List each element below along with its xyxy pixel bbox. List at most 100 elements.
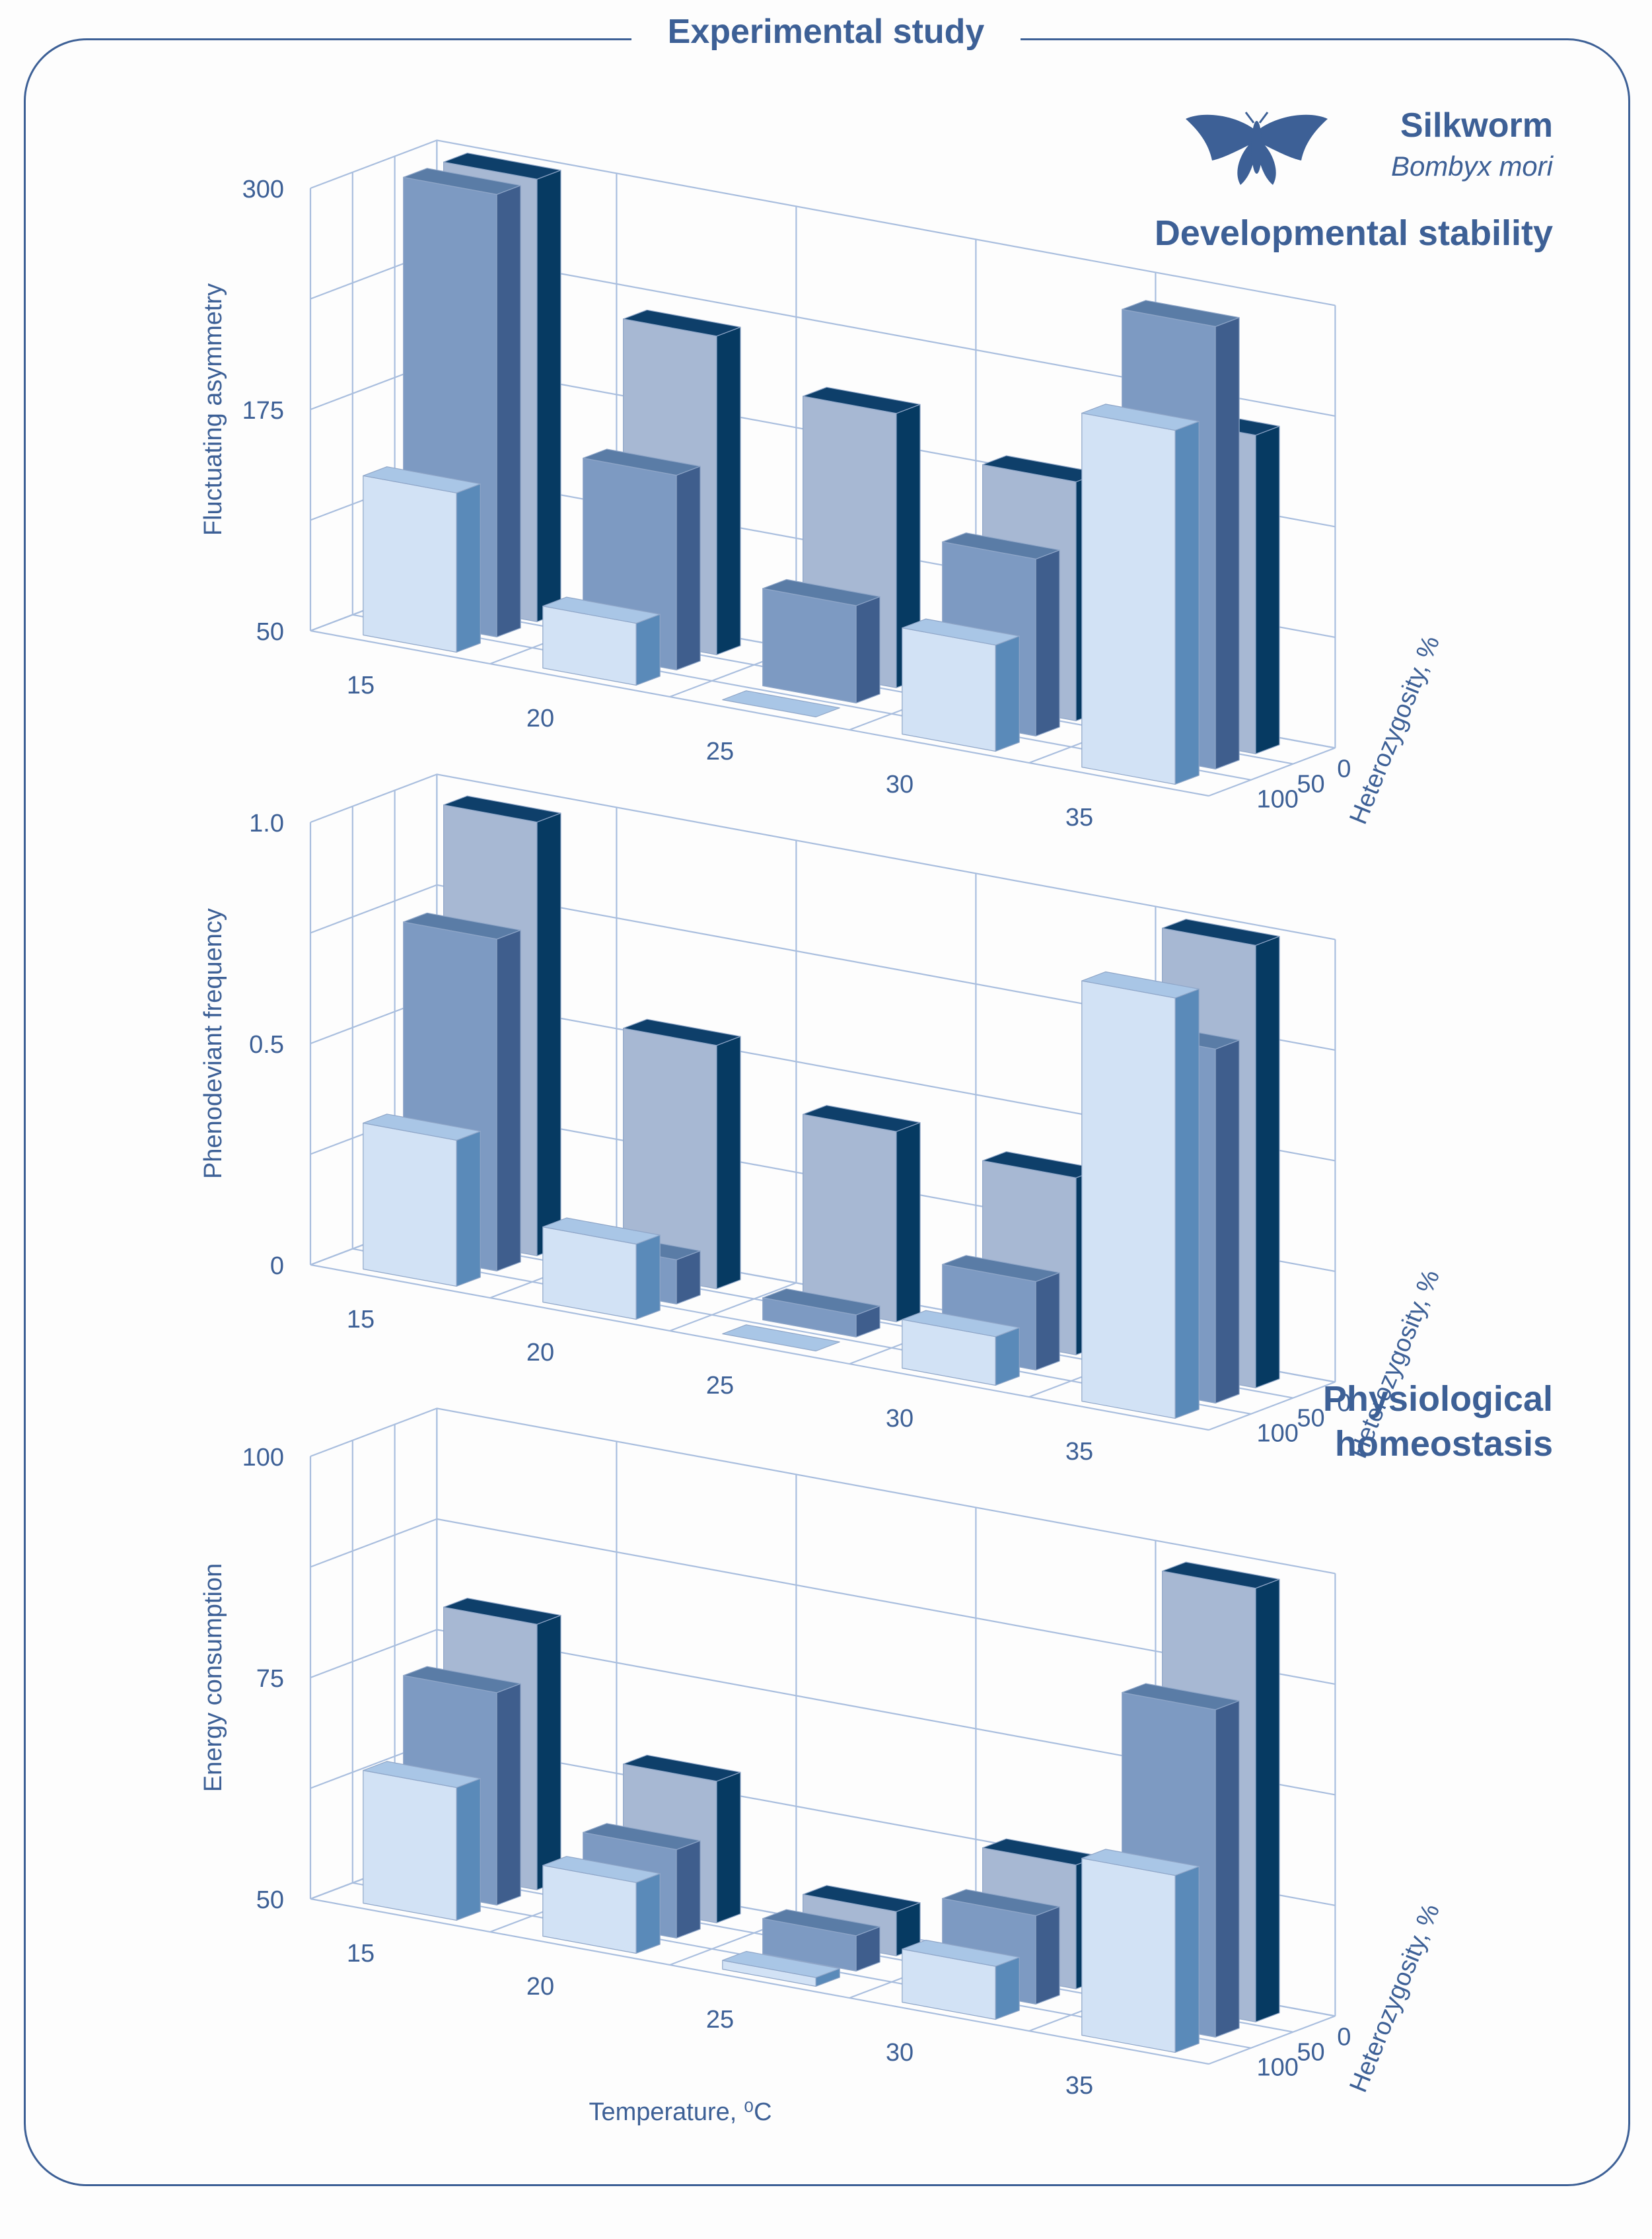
bar-flat xyxy=(722,690,840,718)
gridline-floor-depth xyxy=(310,629,1209,797)
main-title-text: Experimental study xyxy=(631,13,1021,51)
bar-top-face xyxy=(762,579,880,606)
x-tick-label: 25 xyxy=(706,738,734,765)
bar-top-face xyxy=(403,1666,521,1693)
bar-top-face xyxy=(443,795,561,823)
bar-top-face xyxy=(622,1018,741,1046)
bar-side-face xyxy=(716,1771,741,1923)
bar xyxy=(902,1310,1020,1386)
y-axis-title: Fluctuating asymmetry xyxy=(199,283,227,536)
depth-tick-label: 50 xyxy=(1297,1405,1324,1433)
bar xyxy=(722,690,840,718)
bar-top-face xyxy=(1161,919,1280,946)
x-tick-label: 30 xyxy=(886,771,914,799)
bar xyxy=(902,618,1020,752)
bar-side-face xyxy=(456,483,481,653)
x-tick-label: 35 xyxy=(1065,804,1093,832)
bar-top-face xyxy=(902,1310,1020,1337)
bars xyxy=(363,1561,1280,2053)
y-tick-label: 175 xyxy=(242,397,284,425)
bar xyxy=(542,1217,661,1320)
bar-top-face xyxy=(403,168,521,195)
bar-top-face xyxy=(583,1823,701,1851)
bar-top-face xyxy=(363,466,481,493)
bar-top-face xyxy=(443,153,561,180)
bar-top-face xyxy=(363,1114,481,1141)
bar xyxy=(542,596,661,686)
bar xyxy=(802,1104,921,1322)
bar-top-face xyxy=(762,1909,880,1937)
bar-side-face xyxy=(1035,1906,1060,2005)
x-axis-title: Temperature, ⁰C xyxy=(589,2098,772,2126)
bar xyxy=(902,1939,1020,2020)
y-tick-label: 0.5 xyxy=(249,1031,284,1059)
bar-side-face xyxy=(716,326,741,655)
y-tick-label: 1.0 xyxy=(249,810,284,837)
bar-side-face xyxy=(1215,1700,1240,2038)
depth-tick-label: 0 xyxy=(1337,2023,1351,2051)
bar xyxy=(762,579,880,704)
bar-front-face xyxy=(363,475,457,653)
bar-top-face xyxy=(902,1939,1020,1967)
bar xyxy=(1081,404,1200,785)
bar xyxy=(722,1324,840,1352)
y-axis-title: Phenodeviant frequency xyxy=(199,908,227,1179)
developmental-stability-heading: Developmental stability xyxy=(1154,213,1553,253)
bar-side-face xyxy=(676,1840,701,1939)
bar-side-face xyxy=(536,170,561,622)
y-tick-label: 100 xyxy=(242,1444,284,1472)
bar-top-face xyxy=(1122,1683,1240,1711)
bar-top-face xyxy=(622,1754,741,1782)
silkworm-moth-icon xyxy=(1186,112,1328,185)
species-latin-name: Bombyx mori xyxy=(1390,151,1553,182)
depth-tick-label: 0 xyxy=(1337,1389,1351,1417)
bar xyxy=(363,1114,481,1287)
bar-top-face xyxy=(1081,404,1200,431)
bar-top-face xyxy=(1081,971,1200,999)
bar-side-face xyxy=(635,1873,661,1954)
gridline-floor-depth xyxy=(310,1898,1209,2065)
bar-top-face xyxy=(583,448,701,476)
bar-front-face xyxy=(363,1122,457,1287)
bar-top-face xyxy=(802,1885,921,1912)
depth-tick-label: 50 xyxy=(1297,2039,1324,2067)
bar-side-face xyxy=(496,929,521,1272)
y-tick-label: 300 xyxy=(242,176,284,203)
y-tick-label: 0 xyxy=(270,1252,284,1280)
bar-top-face xyxy=(363,1761,481,1789)
x-tick-label: 30 xyxy=(886,2039,914,2067)
chart-fluctuating-asymmetry: 50 175 300 Fluctuating asymmetry 15 20 25 30 35 0… xyxy=(199,139,1445,832)
x-tick-label: 25 xyxy=(706,1372,734,1400)
bar-side-face xyxy=(536,1615,561,1890)
bar-top-face xyxy=(1122,300,1240,327)
bar-top-face xyxy=(542,596,661,624)
bar-top-face xyxy=(443,1598,561,1625)
bar-side-face xyxy=(1255,1579,1280,2022)
y-tick-label: 75 xyxy=(256,1665,284,1693)
bars xyxy=(363,153,1280,785)
bar-side-face xyxy=(456,1778,481,1921)
x-tick-label: 25 xyxy=(706,2006,734,2034)
bar-top-face xyxy=(762,1288,880,1316)
bar-top-face xyxy=(1161,1561,1280,1589)
bar xyxy=(1081,971,1200,1419)
gridline-floor-depth xyxy=(310,1263,1209,1431)
depth-tick-label: 50 xyxy=(1297,771,1324,799)
y-tick-label: 50 xyxy=(256,1886,284,1914)
bar-side-face xyxy=(995,1956,1020,2020)
x-tick-label: 15 xyxy=(347,672,375,699)
bar-top-face xyxy=(942,532,1060,560)
x-tick-label: 35 xyxy=(1065,1438,1093,1466)
bar xyxy=(722,1950,840,1987)
x-tick-label: 15 xyxy=(347,1940,375,1968)
y-tick-label: 50 xyxy=(256,618,284,646)
gridline-horizontal xyxy=(310,1407,1336,1575)
bar xyxy=(363,1761,481,1921)
depth-tick-label: 100 xyxy=(1256,1420,1298,1448)
gridline-floor-x xyxy=(669,1282,797,1332)
bar-top-face xyxy=(722,1950,840,1978)
bar-top-face xyxy=(403,912,521,940)
gridline-floor-x xyxy=(1208,747,1336,797)
depth-tick-label: 100 xyxy=(1256,2054,1298,2082)
